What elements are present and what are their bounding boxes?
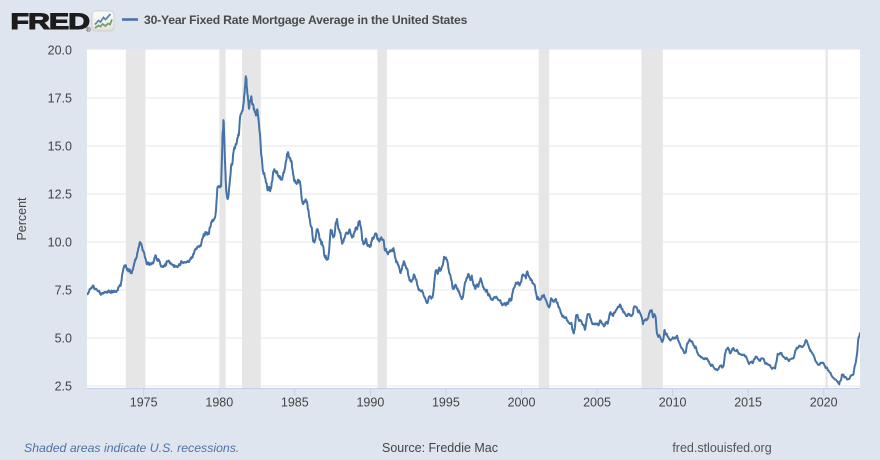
svg-text:17.5: 17.5	[48, 92, 72, 106]
svg-text:Shaded areas indicate U.S. rec: Shaded areas indicate U.S. recessions.	[24, 441, 239, 455]
svg-text:1990: 1990	[356, 396, 384, 410]
svg-text:1980: 1980	[205, 396, 233, 410]
svg-text:7.5: 7.5	[55, 284, 72, 298]
svg-text:1985: 1985	[281, 396, 309, 410]
svg-text:FRED: FRED	[11, 9, 90, 34]
svg-text:Source: Freddie Mac: Source: Freddie Mac	[382, 441, 498, 455]
svg-text:2.5: 2.5	[55, 380, 72, 394]
svg-text:2005: 2005	[583, 396, 611, 410]
svg-text:Percent: Percent	[15, 197, 29, 241]
svg-text:20.0: 20.0	[48, 44, 72, 58]
svg-text:fred.stlouisfed.org: fred.stlouisfed.org	[672, 441, 771, 455]
svg-text:2015: 2015	[734, 396, 762, 410]
svg-text:5.0: 5.0	[55, 332, 72, 346]
svg-text:1975: 1975	[130, 396, 158, 410]
svg-text:2020: 2020	[810, 396, 838, 410]
svg-text:30-Year Fixed Rate Mortgage Av: 30-Year Fixed Rate Mortgage Average in t…	[144, 13, 468, 27]
svg-text:®: ®	[86, 27, 91, 34]
svg-text:2000: 2000	[508, 396, 536, 410]
svg-text:12.5: 12.5	[48, 188, 72, 202]
svg-text:1995: 1995	[432, 396, 460, 410]
svg-text:10.0: 10.0	[48, 236, 72, 250]
svg-text:2010: 2010	[659, 396, 687, 410]
svg-text:15.0: 15.0	[48, 140, 72, 154]
